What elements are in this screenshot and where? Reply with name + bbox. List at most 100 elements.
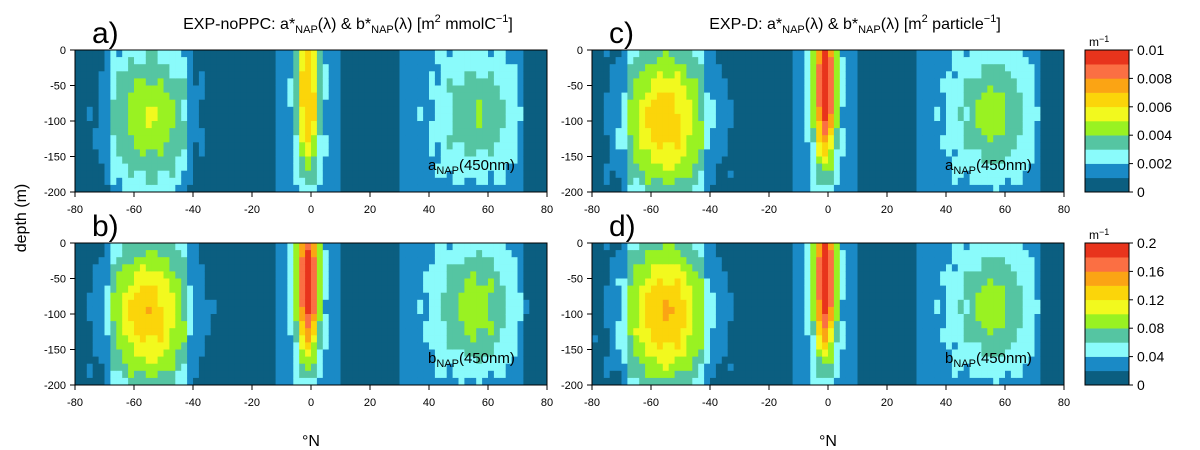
heatmap-cell <box>739 149 746 157</box>
heatmap-cell <box>780 184 788 193</box>
heatmap-cell <box>246 78 253 86</box>
heatmap-cell <box>715 128 723 136</box>
heatmap-cell <box>228 363 235 372</box>
heatmap-cell <box>680 113 687 122</box>
heatmap-cell <box>134 135 141 143</box>
heatmap-cell <box>470 85 477 93</box>
heatmap-cell <box>470 321 477 329</box>
heatmap-cell <box>417 142 424 150</box>
heatmap-cell <box>792 78 799 86</box>
heatmap-cell <box>269 306 276 315</box>
heatmap-cell <box>710 78 717 86</box>
heatmap-cell <box>517 85 524 93</box>
heatmap-cell <box>458 271 465 279</box>
heatmap-cell <box>470 335 477 343</box>
heatmap-cell <box>1028 106 1035 115</box>
heatmap-cell <box>1052 50 1059 58</box>
heatmap-cell <box>517 306 524 315</box>
heatmap-cell <box>499 342 507 350</box>
heatmap-cell <box>505 71 512 79</box>
heatmap-cell <box>698 163 705 172</box>
heatmap-cell <box>822 57 829 65</box>
heatmap-cell <box>529 163 536 172</box>
heatmap-cell <box>252 349 259 357</box>
heatmap-cell <box>423 335 430 343</box>
heatmap-cell <box>488 156 495 164</box>
heatmap-cell <box>246 363 253 372</box>
heatmap-cell <box>134 271 141 279</box>
heatmap-cell <box>1058 71 1065 79</box>
heatmap-cell <box>529 306 536 315</box>
heatmap-cell <box>517 78 524 86</box>
heatmap-cell <box>316 64 324 72</box>
heatmap-cell <box>80 177 88 186</box>
heatmap-cell <box>757 156 764 164</box>
heatmap-cell <box>80 285 88 294</box>
heatmap-cell <box>210 299 217 308</box>
heatmap-cell <box>798 92 805 101</box>
heatmap-cell <box>181 342 188 350</box>
heatmap-cell <box>311 328 318 336</box>
heatmap-cell <box>627 128 634 136</box>
heatmap-cell <box>122 257 129 265</box>
heatmap-cell <box>417 250 424 258</box>
heatmap-cell <box>493 149 501 157</box>
x-tick-label: -80 <box>584 204 600 216</box>
heatmap-cell <box>804 50 811 58</box>
heatmap-cell <box>204 342 212 350</box>
heatmap-cell <box>839 64 847 72</box>
heatmap-cell <box>645 64 652 72</box>
heatmap-cell <box>727 64 734 72</box>
heatmap-cell <box>603 149 611 157</box>
heatmap-cell <box>139 264 147 272</box>
heatmap-cell <box>458 363 465 372</box>
heatmap-cell <box>452 314 459 322</box>
heatmap-cell <box>898 85 906 93</box>
heatmap-cell <box>387 99 394 108</box>
heatmap-cell <box>240 335 247 343</box>
heatmap-cell <box>157 328 164 336</box>
heatmap-cell <box>252 135 259 143</box>
heatmap-cell <box>440 314 448 322</box>
heatmap-cell <box>621 113 628 122</box>
heatmap-cell <box>104 113 111 122</box>
heatmap-cell <box>116 377 123 386</box>
heatmap-cell <box>423 377 430 386</box>
heatmap-cell <box>887 170 894 179</box>
heatmap-cell <box>910 135 917 143</box>
heatmap-cell <box>592 292 599 301</box>
heatmap-cell <box>275 71 282 79</box>
heatmap-cell <box>1034 177 1041 186</box>
heatmap-cell <box>299 349 306 357</box>
heatmap-cell <box>535 264 542 272</box>
heatmap-cell <box>458 64 465 72</box>
heatmap-cell <box>698 113 705 122</box>
heatmap-cell <box>169 92 176 101</box>
heatmap-cell <box>358 299 365 308</box>
heatmap-cell <box>704 149 711 157</box>
heatmap-cell <box>375 250 383 258</box>
heatmap-cell <box>529 370 536 379</box>
heatmap-cell <box>488 71 495 79</box>
heatmap-cell <box>246 328 253 336</box>
heatmap-cell <box>299 314 306 322</box>
heatmap-cell <box>364 85 371 93</box>
heatmap-cell <box>269 243 276 251</box>
heatmap-cell <box>281 349 288 357</box>
heatmap-cell <box>727 156 734 164</box>
heatmap-cell <box>287 257 294 265</box>
heatmap-cell <box>311 149 318 157</box>
heatmap-cell <box>633 156 640 164</box>
heatmap-cell <box>615 314 622 322</box>
heatmap-cell <box>698 156 705 164</box>
heatmap-cell <box>234 363 241 372</box>
heatmap-cell <box>411 184 418 193</box>
heatmap-cell <box>999 170 1006 179</box>
heatmap-cell <box>375 278 383 286</box>
heatmap-cell <box>169 306 176 315</box>
heatmap-cell <box>488 243 495 251</box>
heatmap-cell <box>1005 78 1012 86</box>
heatmap-cell <box>488 121 495 129</box>
heatmap-cell <box>222 156 229 164</box>
heatmap-cell <box>963 113 970 122</box>
